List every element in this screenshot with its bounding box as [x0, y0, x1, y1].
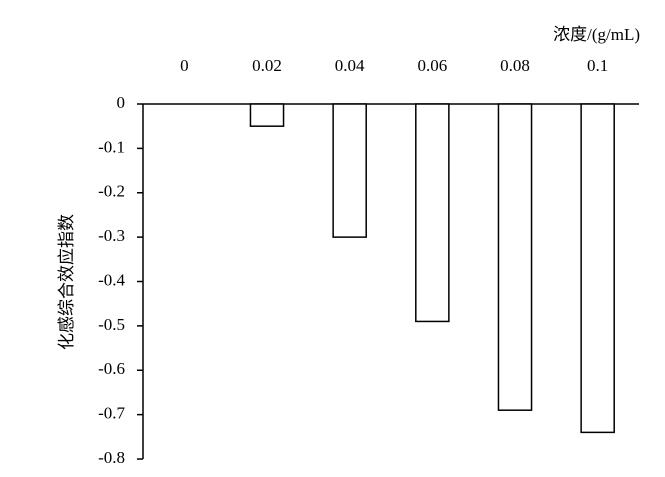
x-tick-label: 0.02 — [252, 56, 282, 75]
y-tick-label: 0 — [117, 93, 126, 112]
y-axis-title: 化感综合效应指数 — [57, 214, 76, 350]
bar — [249, 103, 285, 127]
y-tick-label: -0.1 — [98, 137, 125, 156]
y-tick-label: -0.3 — [98, 226, 125, 245]
bar — [497, 103, 533, 411]
y-tick-label: -0.4 — [98, 270, 125, 289]
bar — [580, 103, 615, 434]
x-axis-title: 浓度/(g/mL) — [553, 25, 640, 44]
y-tick-label: -0.7 — [98, 404, 125, 423]
y-tick-label: -0.8 — [98, 448, 125, 467]
y-tick-label: -0.5 — [98, 315, 125, 334]
y-tick-label: -0.2 — [98, 182, 125, 201]
x-tick-label: 0.06 — [417, 56, 447, 75]
x-tick-label: 0.08 — [500, 56, 530, 75]
bar — [332, 103, 367, 238]
bar — [415, 103, 450, 323]
x-tick-label: 0 — [180, 56, 189, 75]
y-tick-label: -0.6 — [98, 359, 125, 378]
x-tick-label: 0.1 — [587, 56, 608, 75]
x-tick-label: 0.04 — [335, 56, 365, 75]
